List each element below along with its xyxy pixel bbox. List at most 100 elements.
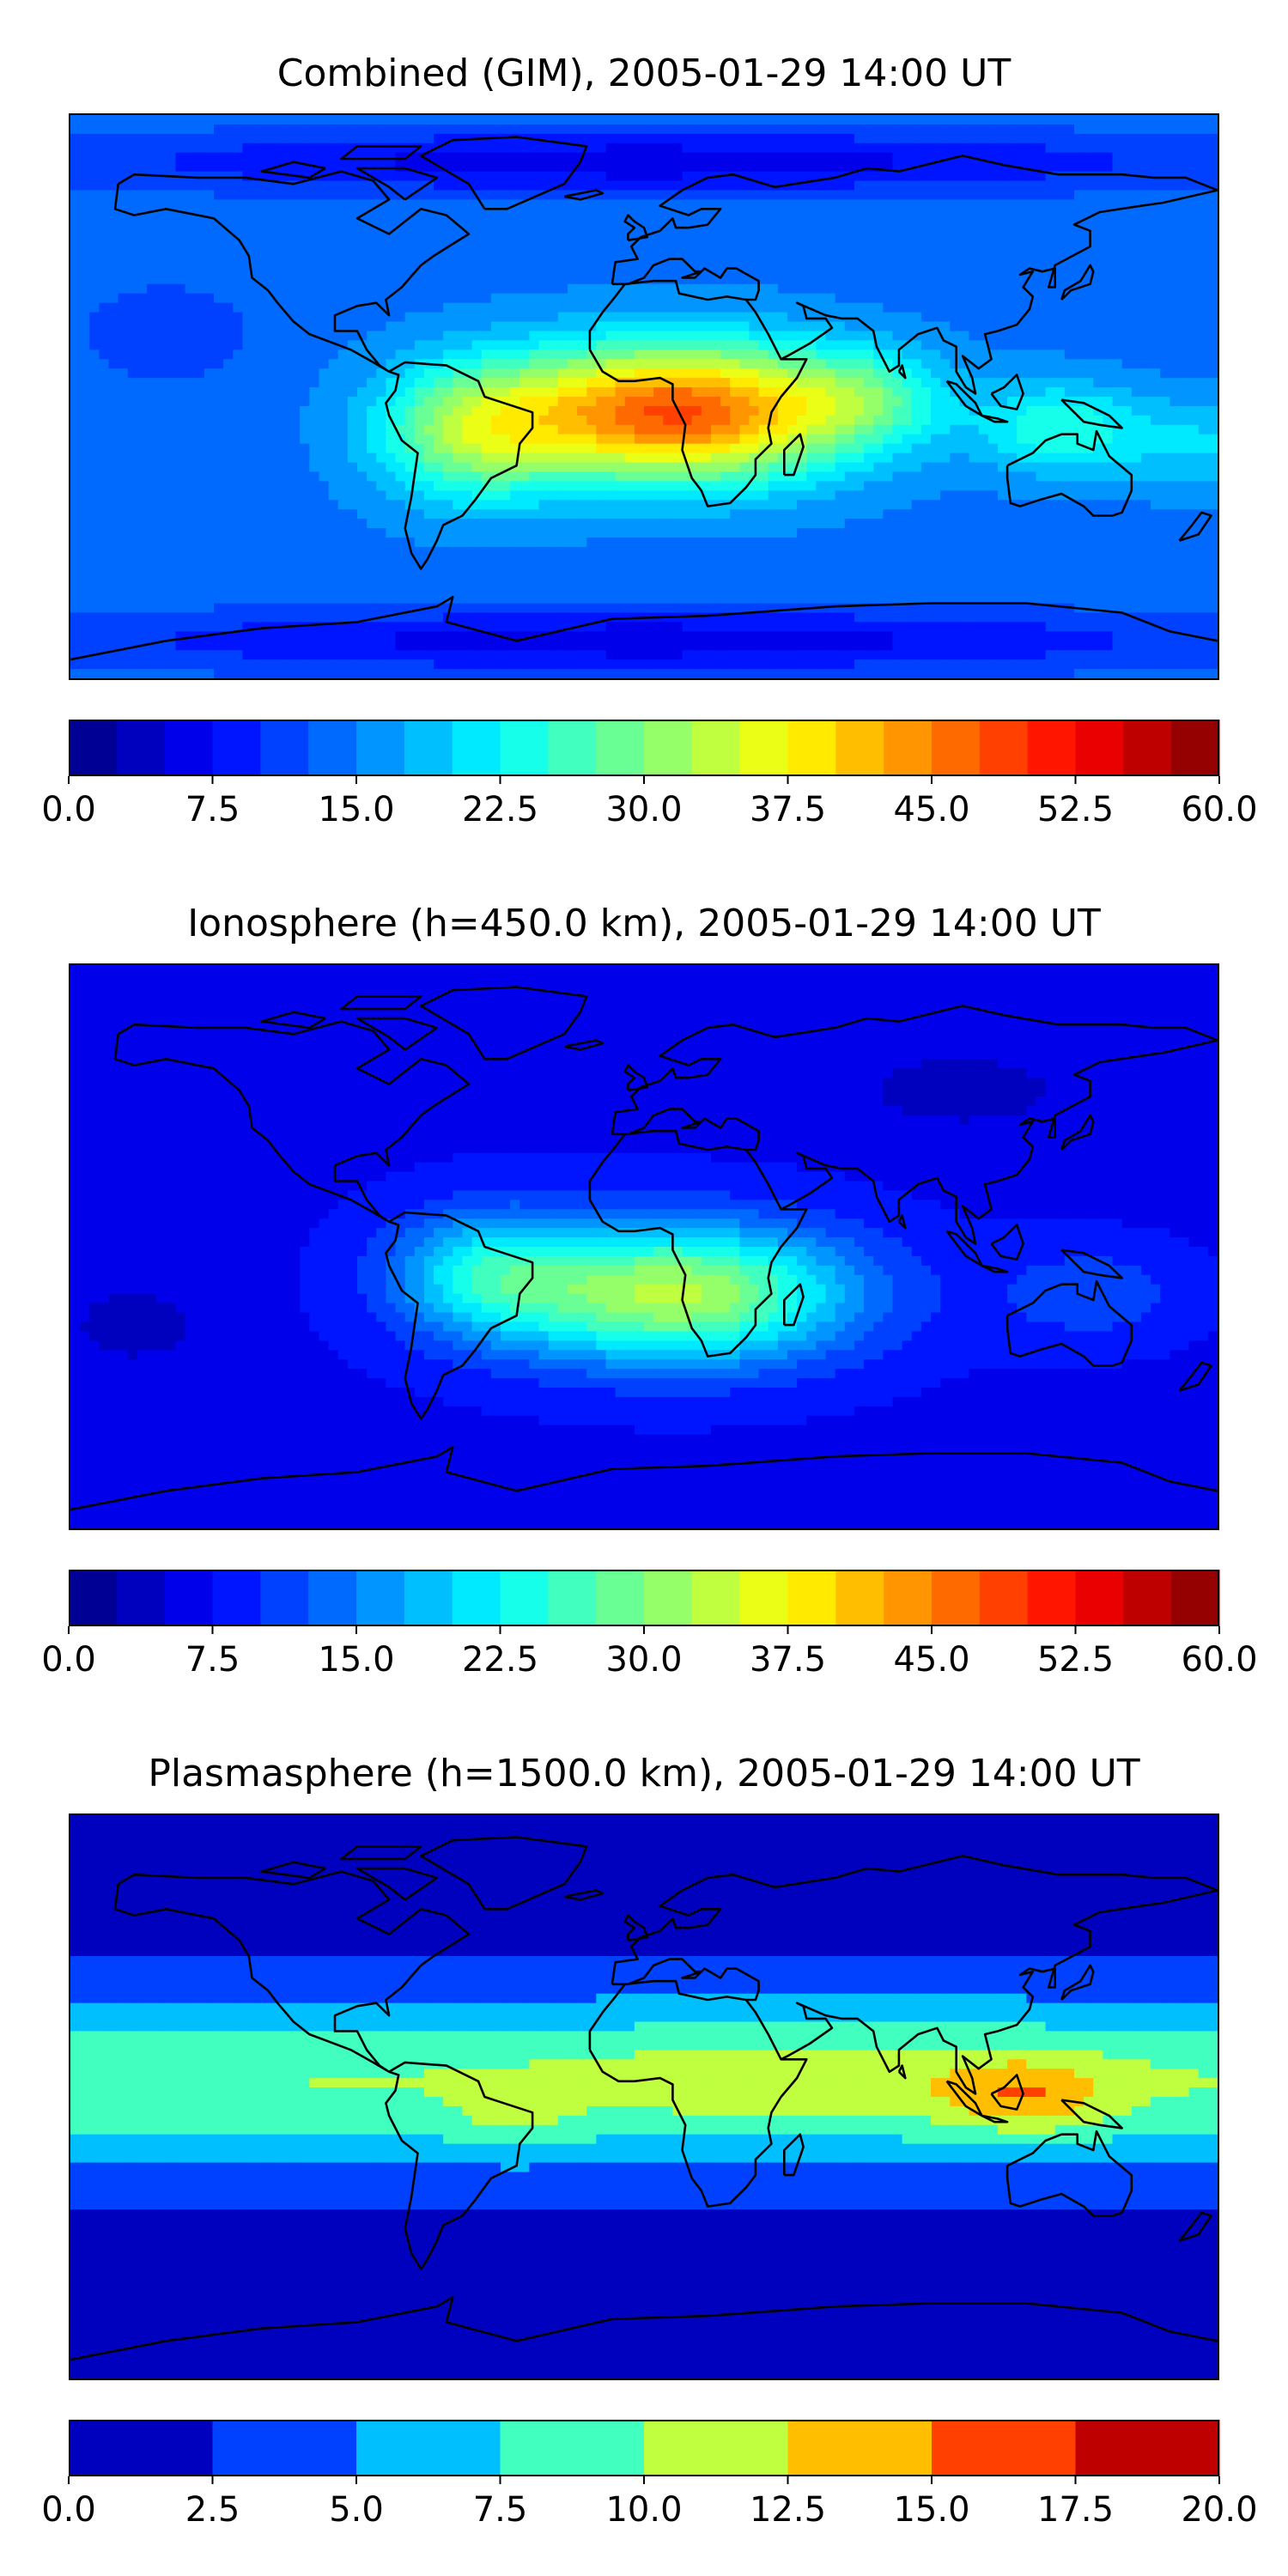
heatmap-cell bbox=[1151, 321, 1161, 332]
heatmap-cell bbox=[137, 246, 148, 257]
heatmap-cell bbox=[777, 228, 788, 238]
heatmap-cell bbox=[137, 434, 148, 445]
heatmap-cell bbox=[529, 340, 540, 350]
heatmap-cell bbox=[501, 133, 511, 144]
heatmap-cell bbox=[777, 434, 788, 445]
heatmap-cell bbox=[347, 415, 358, 426]
heatmap-cell bbox=[510, 171, 520, 182]
heatmap-cell bbox=[959, 490, 970, 501]
heatmap-cell bbox=[519, 471, 530, 482]
heatmap-cell bbox=[1207, 171, 1218, 182]
heatmap-cell bbox=[434, 133, 444, 144]
heatmap-cell bbox=[376, 283, 386, 295]
heatmap-cell bbox=[1151, 143, 1161, 154]
heatmap-cell bbox=[386, 124, 397, 135]
heatmap-cell bbox=[529, 274, 540, 285]
heatmap-cell bbox=[434, 321, 444, 332]
heatmap-cell bbox=[443, 378, 453, 388]
heatmap-cell bbox=[787, 199, 798, 210]
heatmap-cell bbox=[519, 180, 530, 191]
heatmap-cell bbox=[682, 349, 693, 360]
heatmap-cell bbox=[739, 115, 750, 125]
heatmap-cell bbox=[854, 312, 865, 323]
heatmap-cell bbox=[787, 359, 798, 369]
heatmap-cell bbox=[787, 171, 798, 182]
heatmap-cell bbox=[127, 481, 138, 491]
heatmap-cell bbox=[701, 115, 712, 125]
heatmap-cell bbox=[127, 152, 138, 163]
heatmap-cell bbox=[892, 143, 903, 154]
heatmap-cell bbox=[987, 209, 999, 219]
heatmap-cell bbox=[624, 124, 635, 135]
heatmap-cell bbox=[1007, 246, 1018, 257]
heatmap-cell bbox=[864, 199, 874, 210]
heatmap-cell bbox=[749, 190, 760, 200]
heatmap-cell bbox=[1112, 349, 1123, 360]
heatmap-cell bbox=[987, 434, 999, 445]
heatmap-cell bbox=[931, 340, 941, 350]
heatmap-cell bbox=[481, 387, 492, 398]
heatmap-cell bbox=[1207, 228, 1218, 238]
heatmap-cell bbox=[997, 133, 1008, 144]
heatmap-cell bbox=[1207, 462, 1218, 473]
heatmap-cell bbox=[1198, 218, 1209, 228]
heatmap-cell bbox=[758, 481, 769, 491]
heatmap-cell bbox=[319, 397, 330, 407]
heatmap-cell bbox=[1093, 321, 1103, 332]
heatmap-cell bbox=[462, 500, 473, 510]
heatmap-cell bbox=[758, 368, 769, 379]
heatmap-cell bbox=[787, 500, 798, 510]
heatmap-cell bbox=[691, 340, 702, 350]
heatmap-cell bbox=[395, 161, 406, 173]
heatmap-cell bbox=[1179, 152, 1190, 163]
heatmap-cell bbox=[816, 115, 827, 125]
heatmap-cell bbox=[854, 143, 865, 154]
heatmap-cell bbox=[710, 462, 721, 473]
heatmap-cell bbox=[481, 490, 492, 501]
heatmap-cell bbox=[557, 190, 568, 200]
heatmap-cell bbox=[672, 293, 683, 304]
heatmap-cell bbox=[270, 397, 282, 407]
heatmap-cell bbox=[825, 481, 836, 491]
heatmap-cell bbox=[835, 397, 846, 407]
heatmap-cell bbox=[1179, 434, 1190, 445]
heatmap-cell bbox=[194, 115, 205, 125]
heatmap-cell bbox=[280, 415, 291, 426]
heatmap-cell bbox=[337, 171, 349, 182]
heatmap-cell bbox=[89, 228, 100, 238]
heatmap-cell bbox=[501, 264, 511, 276]
heatmap-cell bbox=[233, 312, 243, 323]
heatmap-cell bbox=[1207, 312, 1218, 323]
heatmap-cell bbox=[1103, 434, 1114, 445]
heatmap-cell bbox=[548, 161, 559, 173]
heatmap-cell bbox=[462, 171, 473, 182]
heatmap-cell bbox=[453, 368, 464, 379]
heatmap-cell bbox=[367, 152, 377, 163]
heatmap-cell bbox=[127, 500, 138, 510]
heatmap-cell bbox=[701, 171, 712, 182]
heatmap-cell bbox=[376, 237, 386, 247]
heatmap-cell bbox=[816, 190, 827, 200]
heatmap-cell bbox=[978, 199, 989, 210]
heatmap-cell bbox=[663, 274, 673, 285]
heatmap-cell bbox=[1140, 133, 1151, 144]
heatmap-cell bbox=[768, 321, 779, 332]
heatmap-cell bbox=[777, 481, 788, 491]
heatmap-cell bbox=[529, 481, 540, 491]
heatmap-cell bbox=[147, 115, 157, 125]
heatmap-cell bbox=[730, 397, 740, 407]
heatmap-cell bbox=[567, 397, 578, 407]
heatmap-cell bbox=[1179, 490, 1190, 501]
heatmap-cell bbox=[634, 378, 645, 388]
heatmap-cell bbox=[471, 405, 483, 416]
heatmap-cell bbox=[490, 500, 501, 510]
heatmap-cell bbox=[156, 424, 167, 435]
heatmap-cell bbox=[978, 264, 989, 276]
heatmap-cell bbox=[70, 471, 81, 482]
heatmap-cell bbox=[481, 500, 492, 510]
heatmap-cell bbox=[453, 199, 464, 210]
heatmap-cell bbox=[797, 199, 807, 210]
heatmap-cell bbox=[816, 264, 827, 276]
heatmap-cell bbox=[423, 405, 434, 416]
heatmap-cell bbox=[242, 237, 253, 247]
